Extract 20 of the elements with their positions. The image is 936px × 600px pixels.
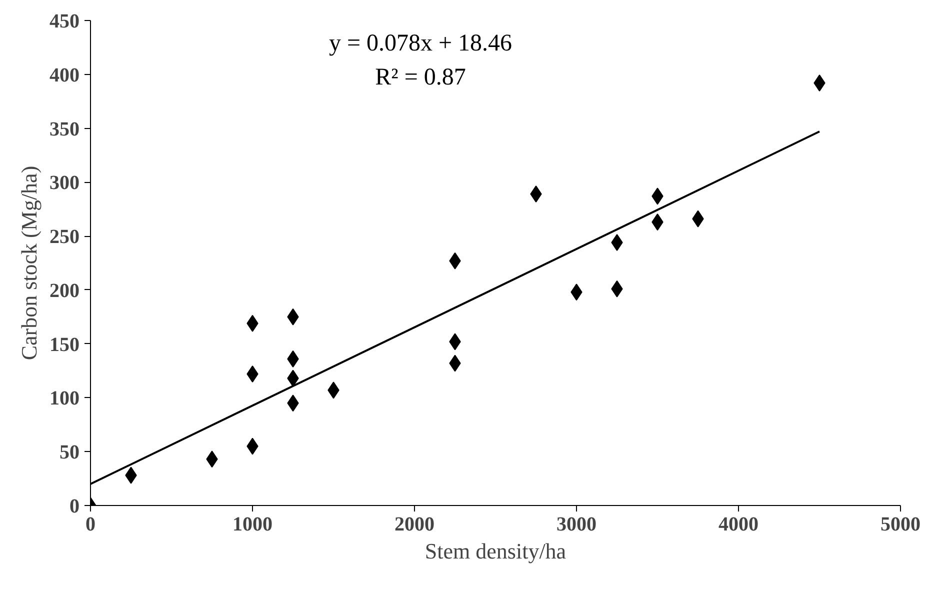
x-tick-label: 2000 [394, 514, 434, 536]
y-tick-label: 100 [50, 388, 80, 410]
y-axis-title: Carbon stock (Mg/ha) [16, 166, 42, 360]
y-tick-label: 200 [50, 280, 80, 302]
x-tick-label: 0 [86, 514, 96, 536]
x-tick-label: 5000 [880, 514, 920, 536]
x-tick-label: 4000 [718, 514, 758, 536]
y-tick-label: 50 [60, 442, 80, 464]
y-tick-label: 300 [50, 172, 80, 194]
x-tick-label: 3000 [556, 514, 596, 536]
x-tick-label: 1000 [232, 514, 272, 536]
y-tick-label: 150 [50, 334, 80, 356]
y-tick-label: 0 [70, 496, 80, 518]
y-tick-label: 400 [50, 64, 80, 86]
y-tick-label: 350 [50, 118, 80, 140]
annotation: y = 0.078x + 18.46 [328, 30, 512, 56]
y-tick-label: 250 [50, 226, 80, 248]
x-axis-title: Stem density/ha [424, 538, 566, 564]
annotation: R² = 0.87 [375, 64, 466, 90]
y-tick-label: 450 [50, 10, 80, 32]
